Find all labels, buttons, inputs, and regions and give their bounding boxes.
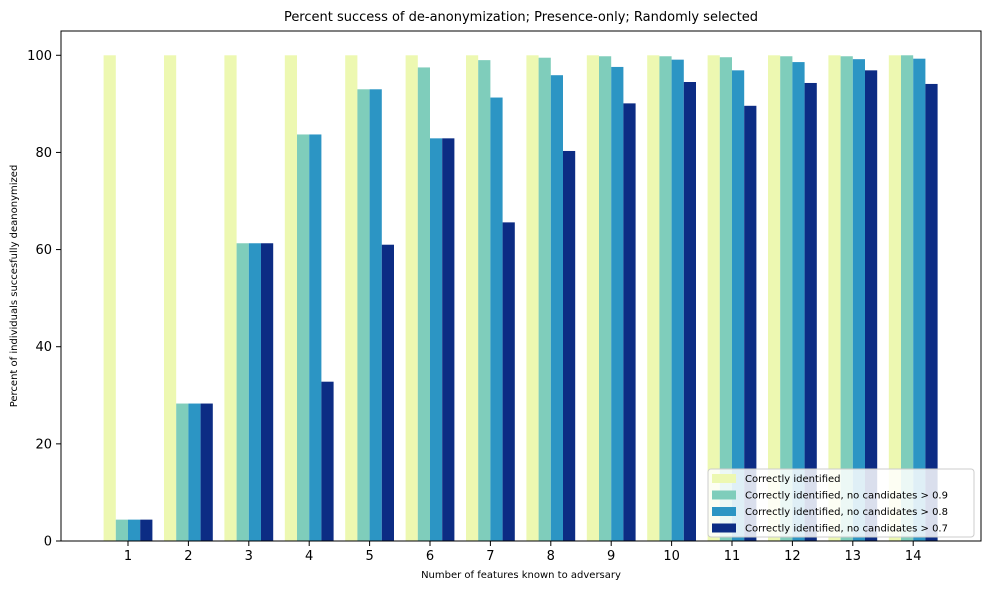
bar-series-2-x-9	[599, 56, 612, 541]
bar-series-2-x-1	[115, 519, 128, 541]
legend-entry-label: Correctly identified	[745, 474, 841, 485]
legend-swatch	[712, 507, 736, 516]
bar-series-3-x-10	[671, 59, 684, 541]
bar-series-1-x-7	[466, 55, 479, 541]
bar-series-2-x-12	[780, 56, 793, 541]
legend-entry-label: Correctly identified, no candidates > 0.…	[745, 491, 948, 502]
bar-series-3-x-13	[852, 59, 865, 542]
bar-series-3-x-14	[913, 58, 926, 541]
bar-series-1-x-13	[828, 55, 841, 541]
legend: Correctly identified Correctly identified…	[707, 468, 975, 538]
legend-entry-label: Correctly identified, no candidates > 0.…	[745, 524, 948, 535]
legend-box	[707, 468, 975, 538]
x-tick-label: 3	[245, 549, 253, 564]
x-tick-label: 10	[663, 549, 680, 564]
bar-series-4-x-10	[683, 82, 696, 541]
bar-series-4-x-9	[623, 103, 636, 542]
bar-series-3-x-1	[128, 519, 141, 541]
bar-series-3-x-12	[792, 62, 805, 542]
bar-series-3-x-9	[611, 66, 624, 541]
x-tick-label: 14	[905, 549, 922, 564]
y-tick-label: 20	[35, 437, 52, 452]
x-tick-label: 4	[305, 549, 313, 564]
bar-series-1-x-3	[224, 55, 237, 541]
y-tick-label: 60	[35, 243, 52, 258]
bar-series-4-x-6	[442, 138, 455, 541]
bar-series-4-x-13	[865, 70, 878, 541]
bar-series-3-x-8	[550, 75, 563, 541]
bar-series-2-x-13	[840, 56, 853, 541]
bar-series-2-x-11	[719, 57, 732, 541]
bar-series-4-x-1	[140, 519, 153, 541]
legend-swatch	[712, 490, 736, 500]
bar-series-4-x-14	[925, 83, 938, 541]
y-tick-label: 80	[35, 146, 52, 161]
bar-series-3-x-4	[309, 134, 322, 541]
bar-series-2-x-10	[659, 56, 672, 541]
bar-series-2-x-8	[538, 57, 551, 542]
bar-series-3-x-3	[248, 243, 261, 541]
bar-series-2-x-6	[417, 67, 430, 542]
bar-series-1-x-6	[405, 55, 418, 541]
bars-group	[103, 55, 938, 542]
bar-series-1-x-9	[586, 55, 599, 541]
y-axis-label: Percent of individuals succesfully deano…	[9, 165, 20, 408]
bar-series-1-x-10	[647, 55, 660, 541]
x-tick-label: 8	[547, 549, 555, 564]
bar-series-1-x-4	[284, 55, 297, 541]
bar-series-4-x-4	[321, 381, 334, 541]
bar-series-4-x-3	[261, 243, 274, 541]
bar-series-4-x-8	[563, 150, 576, 541]
x-tick-label: 9	[607, 549, 615, 564]
bar-series-4-x-2	[200, 403, 213, 541]
bar-series-3-x-11	[732, 70, 745, 541]
bar-series-4-x-12	[804, 82, 817, 541]
bar-series-4-x-7	[502, 222, 515, 541]
legend-swatch	[712, 474, 736, 483]
x-tick-label: 6	[426, 549, 434, 564]
bar-series-2-x-4	[297, 134, 310, 541]
x-tick-label: 11	[724, 549, 741, 564]
x-tick-label: 12	[784, 549, 801, 564]
bar-series-1-x-1	[103, 55, 116, 541]
legend-entry-label: Correctly identified, no candidates > 0.…	[745, 507, 948, 518]
x-axis: 1 2 3 4 5 6 7 8 9 10 11 12 13 14	[124, 541, 922, 564]
y-tick-label: 0	[44, 535, 52, 550]
bar-series-1-x-11	[707, 55, 720, 541]
x-tick-label: 5	[365, 549, 373, 564]
bar-series-2-x-7	[478, 60, 491, 541]
x-tick-label: 7	[486, 549, 494, 564]
bar-series-2-x-3	[236, 243, 249, 541]
x-axis-label: Number of features known to adversary	[421, 570, 621, 581]
bar-series-4-x-11	[744, 105, 757, 542]
x-tick-label: 13	[845, 549, 862, 564]
y-axis: 0 20 40 60 80 100	[27, 49, 61, 550]
chart-title: Percent success of de-anonymization; Pre…	[284, 10, 758, 25]
bar-series-1-x-2	[164, 55, 177, 541]
bar-series-3-x-2	[188, 403, 201, 541]
bar-series-1-x-8	[526, 55, 539, 541]
y-tick-label: 40	[35, 340, 52, 355]
legend-swatch	[712, 523, 736, 533]
x-tick-label: 1	[124, 549, 132, 564]
bar-series-3-x-7	[490, 97, 503, 541]
bar-series-3-x-6	[430, 138, 443, 541]
bar-series-2-x-2	[176, 403, 189, 541]
bar-series-1-x-14	[888, 55, 901, 541]
bar-series-1-x-12	[768, 55, 781, 541]
bar-series-4-x-5	[381, 244, 394, 541]
bar-series-3-x-5	[369, 89, 382, 541]
bar-series-2-x-5	[357, 89, 370, 541]
x-tick-label: 2	[184, 549, 192, 564]
bar-series-1-x-5	[345, 55, 358, 541]
plot-frame	[60, 30, 982, 542]
bar-series-2-x-14	[901, 55, 914, 541]
y-tick-label: 100	[27, 49, 52, 64]
